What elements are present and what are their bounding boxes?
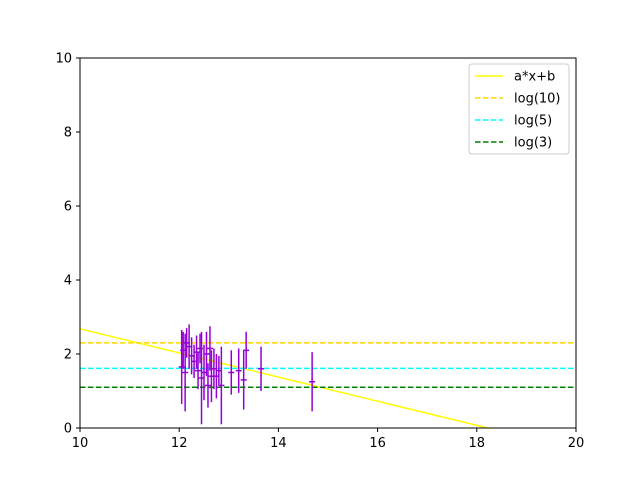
x-tick-label: 16	[369, 436, 386, 451]
errorbar-point	[258, 346, 265, 391]
y-tick-label: 0	[64, 422, 72, 437]
errorbar-point	[206, 326, 213, 371]
errorbar-point	[235, 348, 242, 393]
x-tick-label: 10	[72, 436, 89, 451]
legend-label: log(3)	[514, 136, 552, 151]
legend-label: log(10)	[514, 92, 561, 107]
errorbar-point	[309, 352, 316, 412]
legend-box	[468, 63, 570, 155]
plot-frame	[79, 57, 577, 429]
axes-layer: 10 12 14 16 18 20 0 2 4 6 8 10	[55, 52, 584, 452]
legend-label: a*x+b	[514, 70, 555, 85]
legend: a*x+b log(10) log(5) log(3)	[468, 63, 570, 155]
errorbar-point	[182, 333, 189, 412]
y-tick-label: 10	[55, 52, 72, 67]
errorbar-point	[204, 363, 211, 408]
y-tick-label: 8	[64, 126, 72, 141]
errorbar-point	[203, 331, 210, 377]
legend-label: log(5)	[514, 114, 552, 129]
y-tick-label: 6	[64, 200, 72, 215]
errorbar-point	[218, 346, 225, 425]
y-tick-label: 2	[64, 348, 72, 363]
x-tick-label: 18	[469, 436, 486, 451]
errorbar-point	[243, 331, 250, 369]
errorbar-point	[195, 352, 202, 390]
y-tick-label: 4	[64, 274, 72, 289]
x-tick-label: 20	[568, 436, 585, 451]
x-tick-label: 12	[171, 436, 188, 451]
errorbar-point	[228, 350, 235, 395]
x-tick-label: 14	[270, 436, 287, 451]
series-line-0	[80, 328, 488, 428]
errorbar-point	[240, 350, 247, 410]
data-layer	[80, 324, 576, 428]
